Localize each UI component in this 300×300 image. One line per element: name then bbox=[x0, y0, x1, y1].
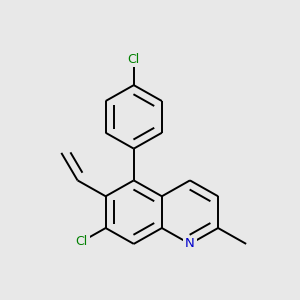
Text: Cl: Cl bbox=[76, 235, 88, 248]
Text: Cl: Cl bbox=[128, 52, 140, 66]
Text: N: N bbox=[185, 237, 195, 250]
